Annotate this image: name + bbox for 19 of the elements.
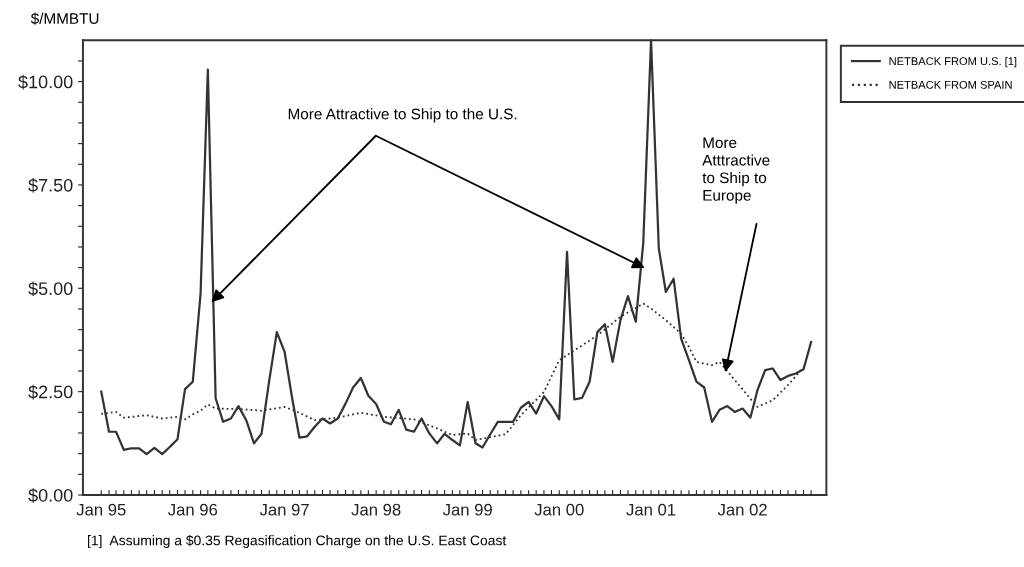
text: [1] Assuming a $0.35 Regasification Charge on the U.S. East Coast xyxy=(88,534,507,549)
y-tick-label: $10.00 xyxy=(18,74,73,90)
y-tick-label: $5.00 xyxy=(28,281,73,297)
x-tick-label: Jan 96 xyxy=(168,503,218,516)
x-tick-label: Jan 02 xyxy=(717,503,767,516)
y-tick-label: $2.50 xyxy=(28,384,73,400)
y-axis-title: $/MMBTU xyxy=(30,12,99,25)
x-tick-label: Jan 97 xyxy=(259,503,309,516)
annotation: More Atttractive to Ship to Europe xyxy=(702,137,770,204)
legend-label: NETBACK FROM SPAIN xyxy=(889,80,1012,89)
x-tick-label: Jan 99 xyxy=(442,503,492,516)
y-tick-label: $0.00 xyxy=(28,488,73,503)
x-tick-label: Jan 95 xyxy=(76,503,126,516)
x-tick-label: Jan 00 xyxy=(534,503,584,516)
legend-label: NETBACK FROM U.S. [1] xyxy=(889,56,1017,68)
annotation: More Attractive to Ship to the U.S. xyxy=(288,108,517,123)
x-tick-label: Jan 01 xyxy=(626,503,676,516)
y-tick-label: $7.50 xyxy=(28,178,73,193)
x-tick-label: Jan 98 xyxy=(351,503,401,516)
